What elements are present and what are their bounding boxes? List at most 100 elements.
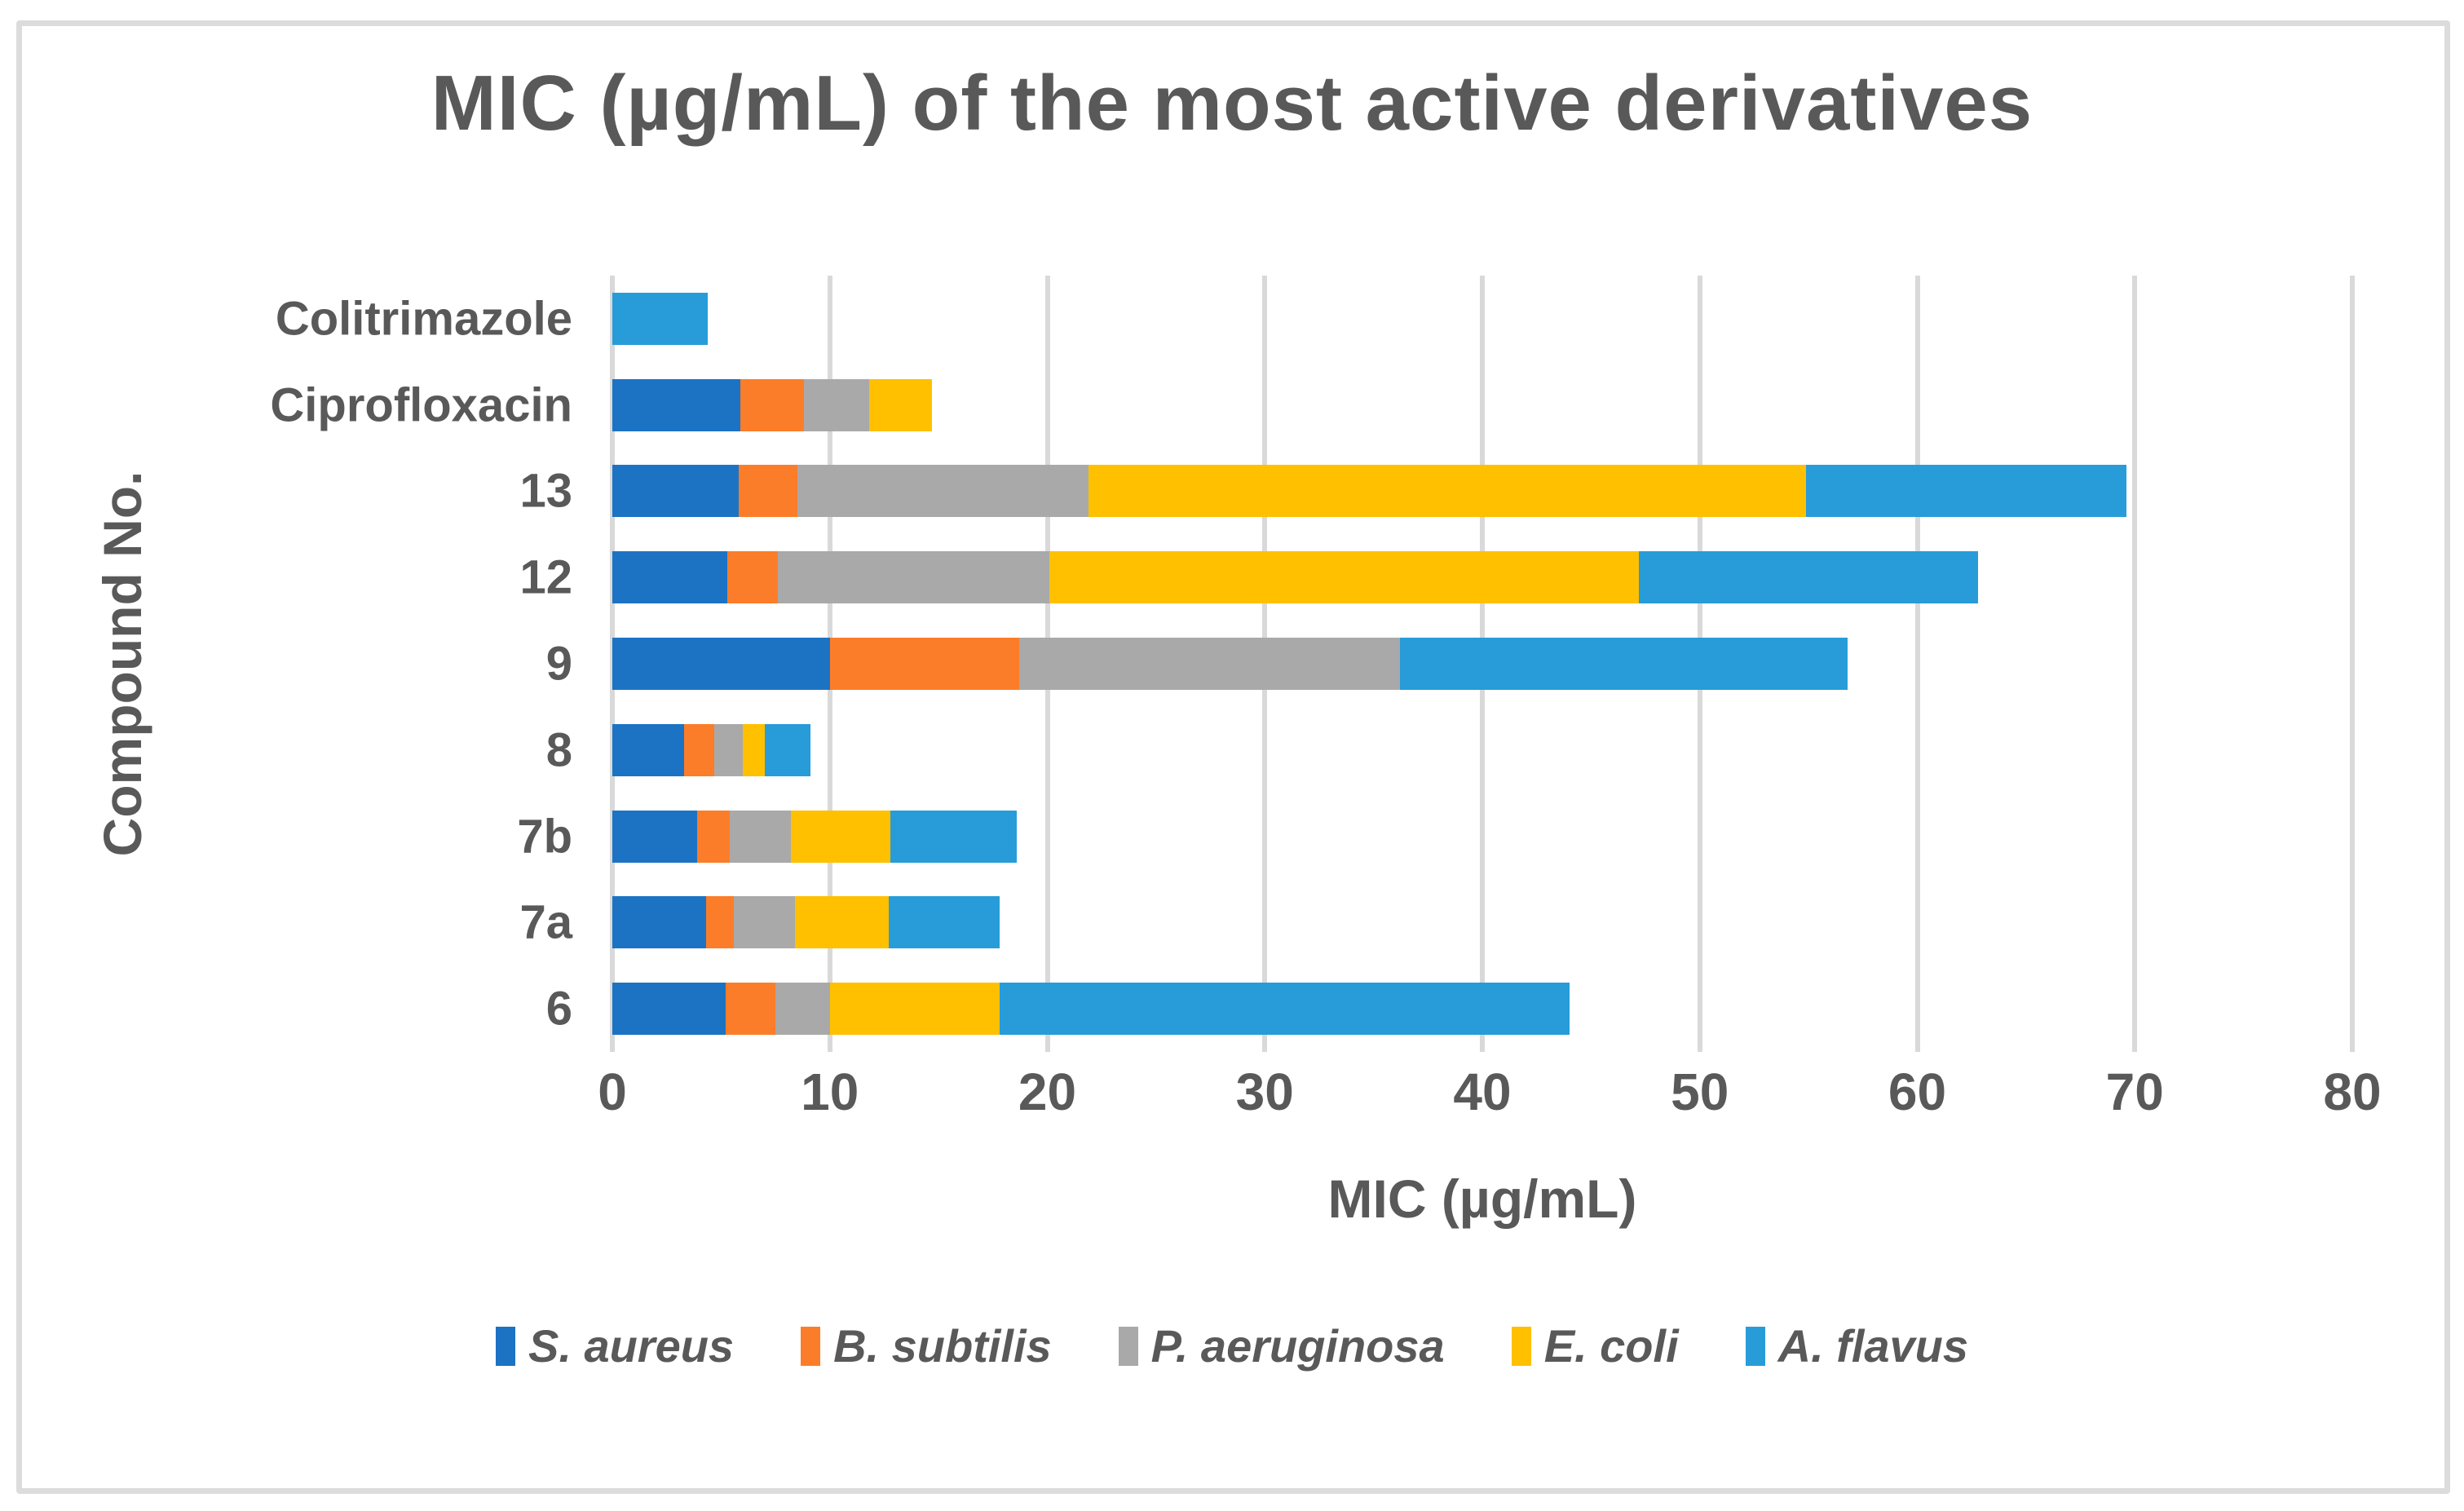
stacked-bar-13: [612, 465, 2352, 518]
bar-segment-7b-p-aeruginosa: [730, 810, 791, 863]
bar-segment-7b-e-coli: [790, 810, 891, 863]
stacked-bar-12: [612, 551, 2352, 604]
gridline-60: [1914, 276, 1920, 1052]
legend-marker-icon: [495, 1326, 515, 1366]
bar-segment-12-a-flavus: [1639, 551, 1979, 604]
x-axis-tick-labels: 0 10 20 30 40 50 60 70 80: [598, 1062, 2381, 1127]
x-tick-label-70: 70: [2105, 1063, 2164, 1121]
bar-segment-8-s-aureus: [612, 723, 685, 776]
category-band-12: [612, 534, 2352, 621]
category-band-6: [612, 965, 2352, 1052]
bar-segment-13-p-aeruginosa: [797, 465, 1089, 518]
legend-label: A. flavus: [1777, 1320, 1969, 1372]
bar-segment-6-b-subtilis: [725, 983, 776, 1036]
category-band-Colitrimazole: [612, 276, 2352, 362]
chart-legend: S. aureus B. subtilis P. aeruginosa E. coli…: [0, 1319, 2464, 1372]
category-band-7b: [612, 793, 2352, 880]
category-band-7a: [612, 879, 2352, 965]
bar-segment-9-p-aeruginosa: [1018, 637, 1400, 690]
chart-frame: [16, 20, 2450, 1494]
y-tick-label-13: 13: [519, 464, 572, 518]
category-band-9: [612, 621, 2352, 707]
y-tick-label-7a: 7a: [519, 895, 572, 949]
bar-segment-12-s-aureus: [612, 551, 728, 604]
y-tick-label-6: 6: [545, 982, 572, 1036]
stacked-bar-Ciprofloxacin: [612, 378, 2352, 431]
legend-marker-icon: [801, 1326, 821, 1366]
bar-segment-12-p-aeruginosa: [777, 551, 1050, 604]
y-tick-label-Colitrimazole: Colitrimazole: [275, 292, 572, 346]
bar-segment-6-s-aureus: [612, 983, 726, 1036]
legend-label: B. subtilis: [833, 1320, 1052, 1372]
legend-item-a-flavus: A. flavus: [1745, 1319, 1969, 1372]
legend-marker-icon: [1745, 1326, 1765, 1366]
bar-segment-8-p-aeruginosa: [714, 723, 744, 776]
stacked-bar-7b: [612, 810, 2352, 863]
x-tick-label-40: 40: [1453, 1063, 1512, 1121]
x-tick-label-60: 60: [1888, 1063, 1947, 1121]
x-tick-label-10: 10: [801, 1063, 859, 1121]
y-axis-tick-labels: Colitrimazole Ciprofloxacin 13 12 9 8 7b 7a 6: [0, 276, 572, 1052]
chart-title: MIC (µg/mL) of the most active derivativ…: [431, 60, 2033, 147]
legend-label: E. coli: [1543, 1320, 1679, 1372]
stacked-bar-8: [612, 723, 2352, 776]
bar-segment-12-b-subtilis: [727, 551, 778, 604]
gridline-70: [2132, 276, 2138, 1052]
bar-segment-8-a-flavus: [764, 723, 810, 776]
x-axis-title: MIC (µg/mL): [1327, 1169, 1637, 1229]
bar-segment-9-a-flavus: [1399, 637, 1848, 690]
category-band-Ciprofloxacin: [612, 362, 2352, 448]
x-tick-label-0: 0: [598, 1063, 627, 1121]
category-band-13: [612, 448, 2352, 535]
bar-segment-Ciprofloxacin-e-coli: [868, 378, 933, 431]
legend-item-b-subtilis: B. subtilis: [801, 1319, 1052, 1372]
bar-segment-13-a-flavus: [1806, 465, 2126, 518]
bar-segment-6-e-coli: [829, 983, 1000, 1036]
stacked-bar-9: [612, 637, 2352, 690]
bar-segment-7a-b-subtilis: [705, 896, 735, 949]
bar-segment-7a-s-aureus: [612, 896, 706, 949]
bar-segment-6-p-aeruginosa: [775, 983, 830, 1036]
bar-segment-7b-b-subtilis: [697, 810, 731, 863]
bar-segment-7a-p-aeruginosa: [734, 896, 796, 949]
x-tick-label-80: 80: [2323, 1063, 2382, 1121]
legend-item-s-aureus: S. aureus: [495, 1319, 735, 1372]
bar-segment-7a-a-flavus: [888, 896, 1000, 949]
legend-marker-icon: [1511, 1326, 1531, 1366]
bar-segment-7a-e-coli: [795, 896, 889, 949]
bar-segment-Ciprofloxacin-p-aeruginosa: [803, 378, 869, 431]
stacked-bar-7a: [612, 896, 2352, 949]
bar-segment-6-a-flavus: [999, 983, 1570, 1036]
bar-segment-8-b-subtilis: [684, 723, 715, 776]
y-tick-label-Ciprofloxacin: Ciprofloxacin: [270, 378, 572, 432]
stacked-bar-6: [612, 983, 2352, 1036]
legend-label: S. aureus: [528, 1320, 735, 1372]
bar-segment-7b-s-aureus: [612, 810, 698, 863]
bar-segment-Ciprofloxacin-b-subtilis: [740, 378, 804, 431]
x-tick-label-50: 50: [1671, 1063, 1729, 1121]
bar-segment-13-b-subtilis: [738, 465, 797, 518]
bar-segment-Colitrimazole-a-flavus: [612, 292, 709, 345]
x-tick-label-20: 20: [1018, 1063, 1077, 1121]
y-tick-label-12: 12: [519, 550, 572, 604]
plot-area: [610, 276, 2355, 1052]
bar-segment-7b-a-flavus: [890, 810, 1018, 863]
legend-marker-icon: [1118, 1326, 1138, 1366]
y-tick-label-8: 8: [545, 723, 572, 777]
bar-segment-13-e-coli: [1088, 465, 1807, 518]
y-tick-label-7b: 7b: [517, 810, 572, 864]
bar-segment-9-s-aureus: [612, 637, 830, 690]
bar-segment-8-e-coli: [743, 723, 765, 776]
x-tick-label-30: 30: [1235, 1063, 1294, 1121]
legend-item-p-aeruginosa: P. aeruginosa: [1118, 1319, 1445, 1372]
category-band-8: [612, 707, 2352, 793]
y-tick-label-9: 9: [545, 637, 572, 691]
legend-item-e-coli: E. coli: [1511, 1319, 1679, 1372]
stacked-bar-Colitrimazole: [612, 292, 2352, 345]
bar-segment-Ciprofloxacin-s-aureus: [612, 378, 741, 431]
bar-segment-13-s-aureus: [612, 465, 739, 518]
gridline-80: [2350, 276, 2355, 1052]
bar-segment-9-b-subtilis: [829, 637, 1019, 690]
bar-segment-12-e-coli: [1049, 551, 1640, 604]
